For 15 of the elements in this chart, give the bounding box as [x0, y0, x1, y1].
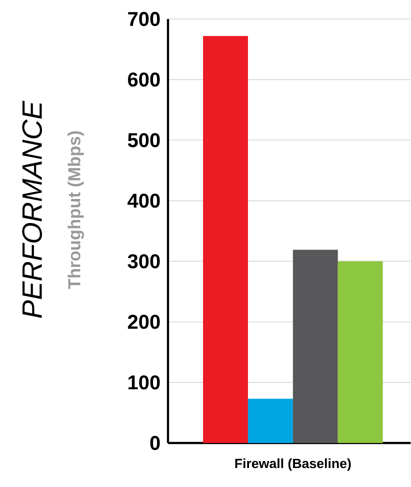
bar: [203, 36, 248, 443]
y-tick-label: 400: [128, 194, 160, 208]
y-tick-label: 100: [128, 375, 160, 390]
y-tick-label: 700: [128, 12, 160, 26]
bar: [248, 398, 293, 443]
y-axis-title: Throughput (Mbps): [68, 131, 84, 290]
y-tick-label: 500: [128, 133, 160, 148]
bar: [338, 261, 383, 443]
y-tick-label: 200: [128, 314, 160, 329]
bar: [292, 250, 338, 443]
y-tick-label: 0: [150, 436, 160, 450]
text: PERFORMANCE: [22, 100, 42, 318]
x-axis-title: Firewall (Baseline): [235, 458, 351, 471]
y-tick-label: 600: [128, 72, 160, 87]
y-tick-label: 300: [128, 254, 160, 268]
